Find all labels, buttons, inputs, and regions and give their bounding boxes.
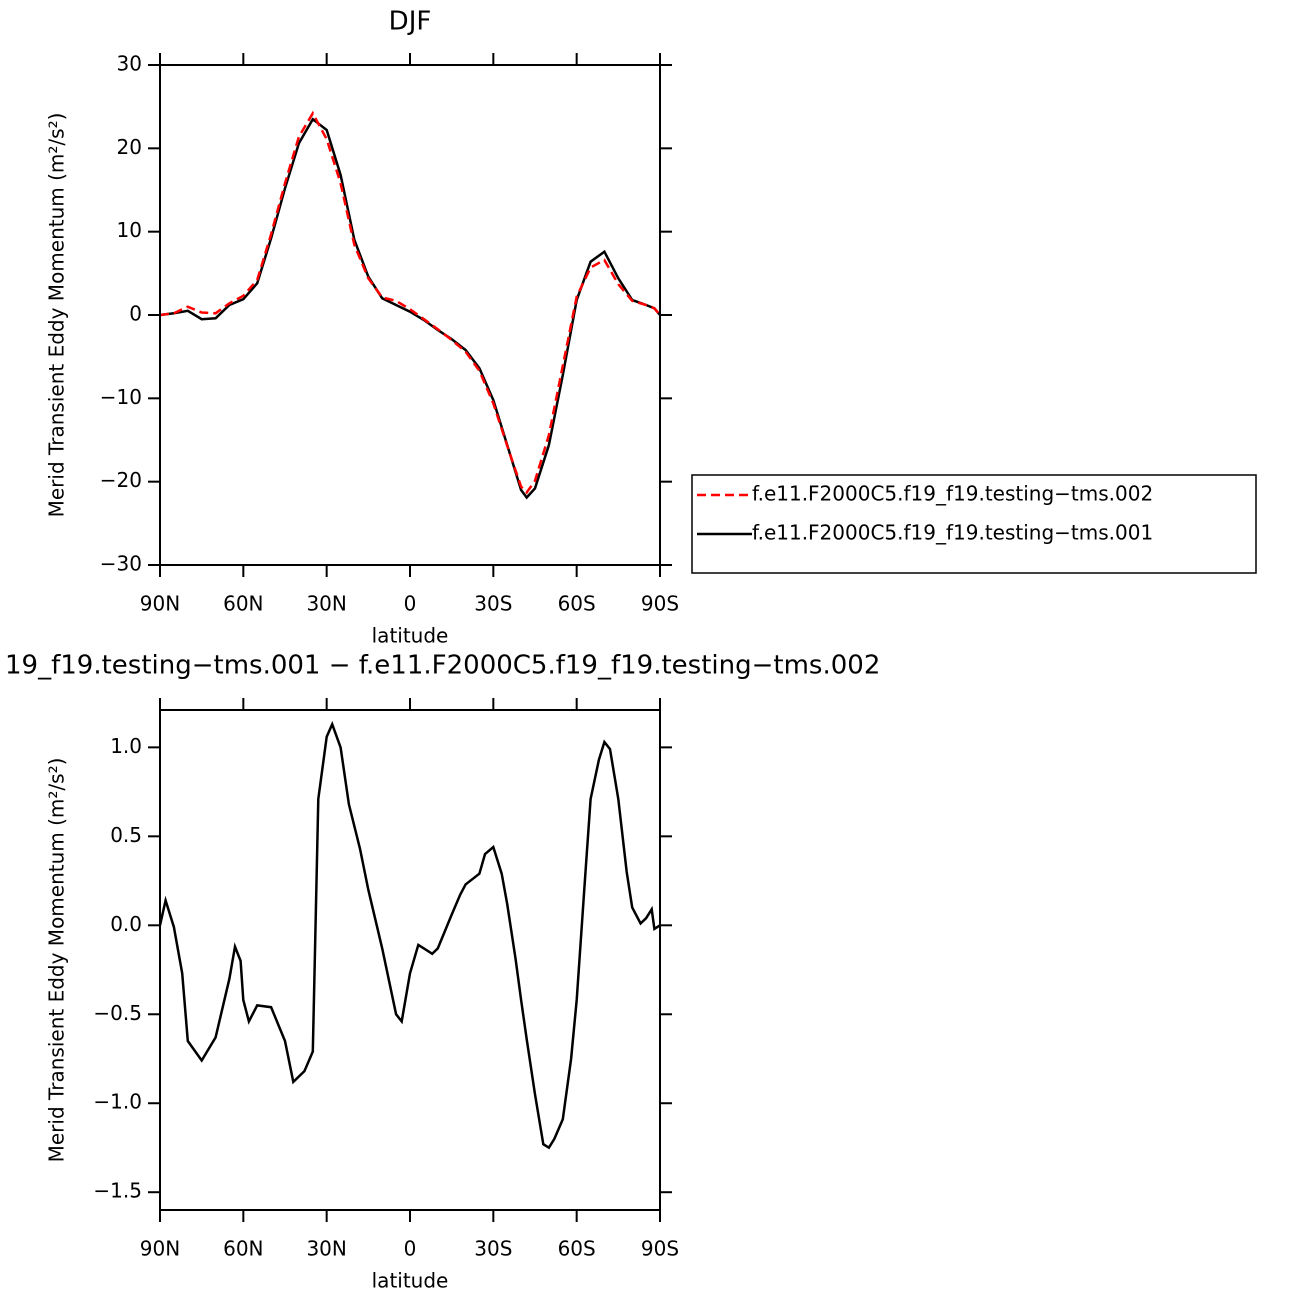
legend-label: f.e11.F2000C5.f19_f19.testing−tms.002 — [752, 482, 1153, 506]
x-tick-label: 90S — [641, 592, 679, 616]
chart-title: DJF — [389, 7, 432, 37]
x-tick-label: 60N — [223, 1237, 263, 1261]
x-tick-label: 60N — [223, 592, 263, 616]
x-axis-label: latitude — [372, 1269, 449, 1293]
y-tick-label: 0 — [129, 302, 142, 326]
plot-frame — [159, 709, 661, 1211]
x-axis-label: latitude — [372, 624, 449, 648]
y-tick-label: 1.0 — [110, 734, 142, 758]
data-line — [159, 117, 661, 500]
data-line — [158, 720, 661, 1150]
y-tick-label: −10 — [100, 385, 142, 409]
legend-box — [691, 474, 1257, 574]
legend-label: f.e11.F2000C5.f19_f19.testing−tms.001 — [752, 521, 1153, 545]
y-tick-label: −1.5 — [93, 1179, 142, 1203]
x-tick-label: 90N — [140, 592, 180, 616]
x-tick-label: 90S — [641, 1237, 679, 1261]
x-tick-label: 90N — [140, 1237, 180, 1261]
chart-title: 19_f19.testing−tms.001 − f.e11.F2000C5.f… — [5, 651, 880, 681]
y-tick-label: −0.5 — [93, 1001, 142, 1025]
plot-frame — [159, 64, 661, 566]
x-tick-label: 30N — [306, 592, 346, 616]
x-tick-label: 30N — [306, 1237, 346, 1261]
data-line — [159, 110, 661, 495]
y-tick-label: 20 — [117, 135, 142, 159]
y-tick-label: 10 — [117, 218, 142, 242]
x-tick-label: 60S — [558, 1237, 596, 1261]
x-tick-label: 0 — [404, 1237, 417, 1261]
y-tick-label: 0.0 — [110, 912, 142, 936]
y-tick-label: 0.5 — [110, 823, 142, 847]
x-tick-label: 0 — [404, 592, 417, 616]
y-axis-label: Merid Transient Eddy Momentum (m²/s²) — [45, 113, 69, 518]
y-tick-label: −1.0 — [93, 1090, 142, 1114]
y-tick-label: −30 — [100, 552, 142, 576]
y-tick-label: −20 — [100, 468, 142, 492]
x-tick-label: 30S — [474, 592, 512, 616]
x-tick-label: 60S — [558, 592, 596, 616]
y-tick-label: 30 — [117, 52, 142, 76]
x-tick-label: 30S — [474, 1237, 512, 1261]
y-axis-label: Merid Transient Eddy Momentum (m²/s²) — [45, 758, 69, 1163]
